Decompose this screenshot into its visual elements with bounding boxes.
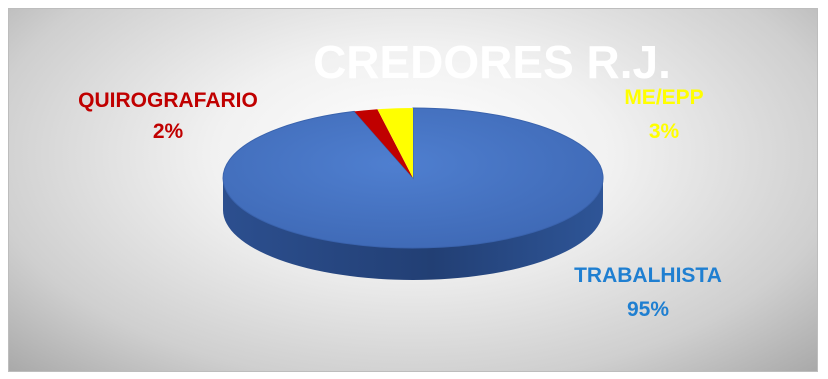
label-quirografario-name: QUIROGRAFARIO (78, 89, 258, 112)
label-trabalhista-value: 95% (627, 298, 669, 321)
label-me-epp-value: 3% (649, 120, 680, 143)
label-quirografario-value: 2% (153, 120, 184, 143)
label-me-epp-name: ME/EPP (624, 86, 703, 109)
pie-side-depth (223, 178, 603, 280)
pie-slice-trabalhista (222, 107, 604, 249)
pie-slice-me-epp (377, 108, 413, 178)
label-trabalhista-name: TRABALHISTA (574, 264, 722, 287)
chart-title: CREDORES R.J. (313, 36, 671, 88)
pie-slice-quirografario (354, 109, 413, 178)
